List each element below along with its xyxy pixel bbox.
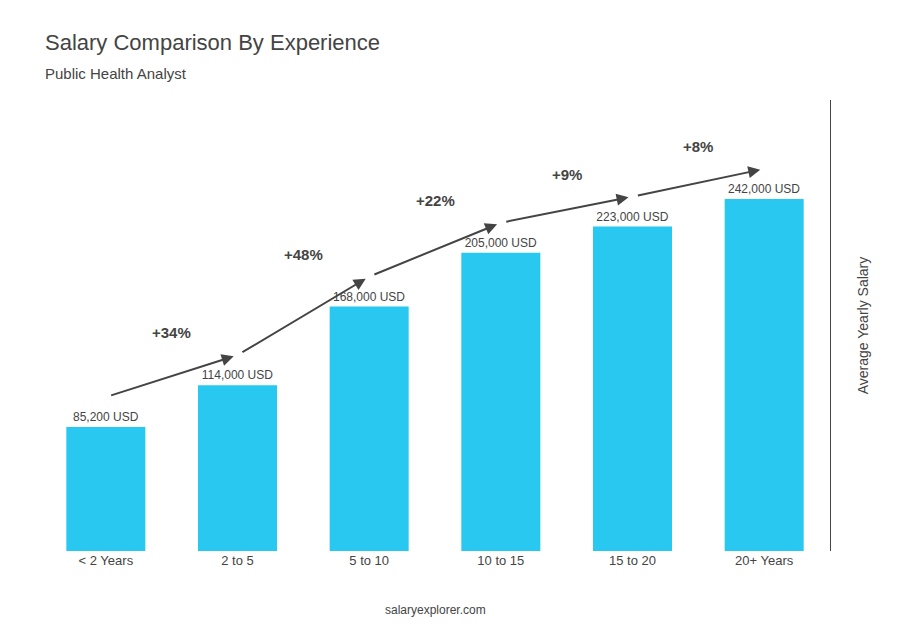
- svg-text:+48%: +48%: [284, 246, 323, 263]
- svg-text:168,000 USD: 168,000 USD: [333, 290, 405, 304]
- svg-text:15 to 20: 15 to 20: [609, 553, 656, 568]
- svg-text:salaryexplorer.com: salaryexplorer.com: [385, 603, 486, 617]
- svg-text:+34%: +34%: [152, 324, 191, 341]
- svg-text:Public Health Analyst: Public Health Analyst: [45, 65, 187, 82]
- svg-text:85,200 USD: 85,200 USD: [73, 410, 139, 424]
- svg-text:205,000 USD: 205,000 USD: [465, 236, 537, 250]
- svg-text:+9%: +9%: [552, 166, 582, 183]
- svg-text:+22%: +22%: [416, 192, 455, 209]
- svg-text:5 to 10: 5 to 10: [349, 553, 389, 568]
- svg-text:< 2 Years: < 2 Years: [79, 553, 134, 568]
- svg-text:223,000 USD: 223,000 USD: [596, 210, 668, 224]
- svg-text:10 to 15: 10 to 15: [477, 553, 524, 568]
- svg-text:Salary Comparison By Experienc: Salary Comparison By Experience: [45, 30, 380, 55]
- svg-text:+8%: +8%: [683, 138, 713, 155]
- svg-text:Average Yearly Salary: Average Yearly Salary: [855, 257, 871, 395]
- svg-text:20+ Years: 20+ Years: [735, 553, 794, 568]
- svg-text:242,000 USD: 242,000 USD: [728, 182, 800, 196]
- svg-text:2 to 5: 2 to 5: [221, 553, 254, 568]
- svg-text:114,000 USD: 114,000 USD: [202, 368, 273, 382]
